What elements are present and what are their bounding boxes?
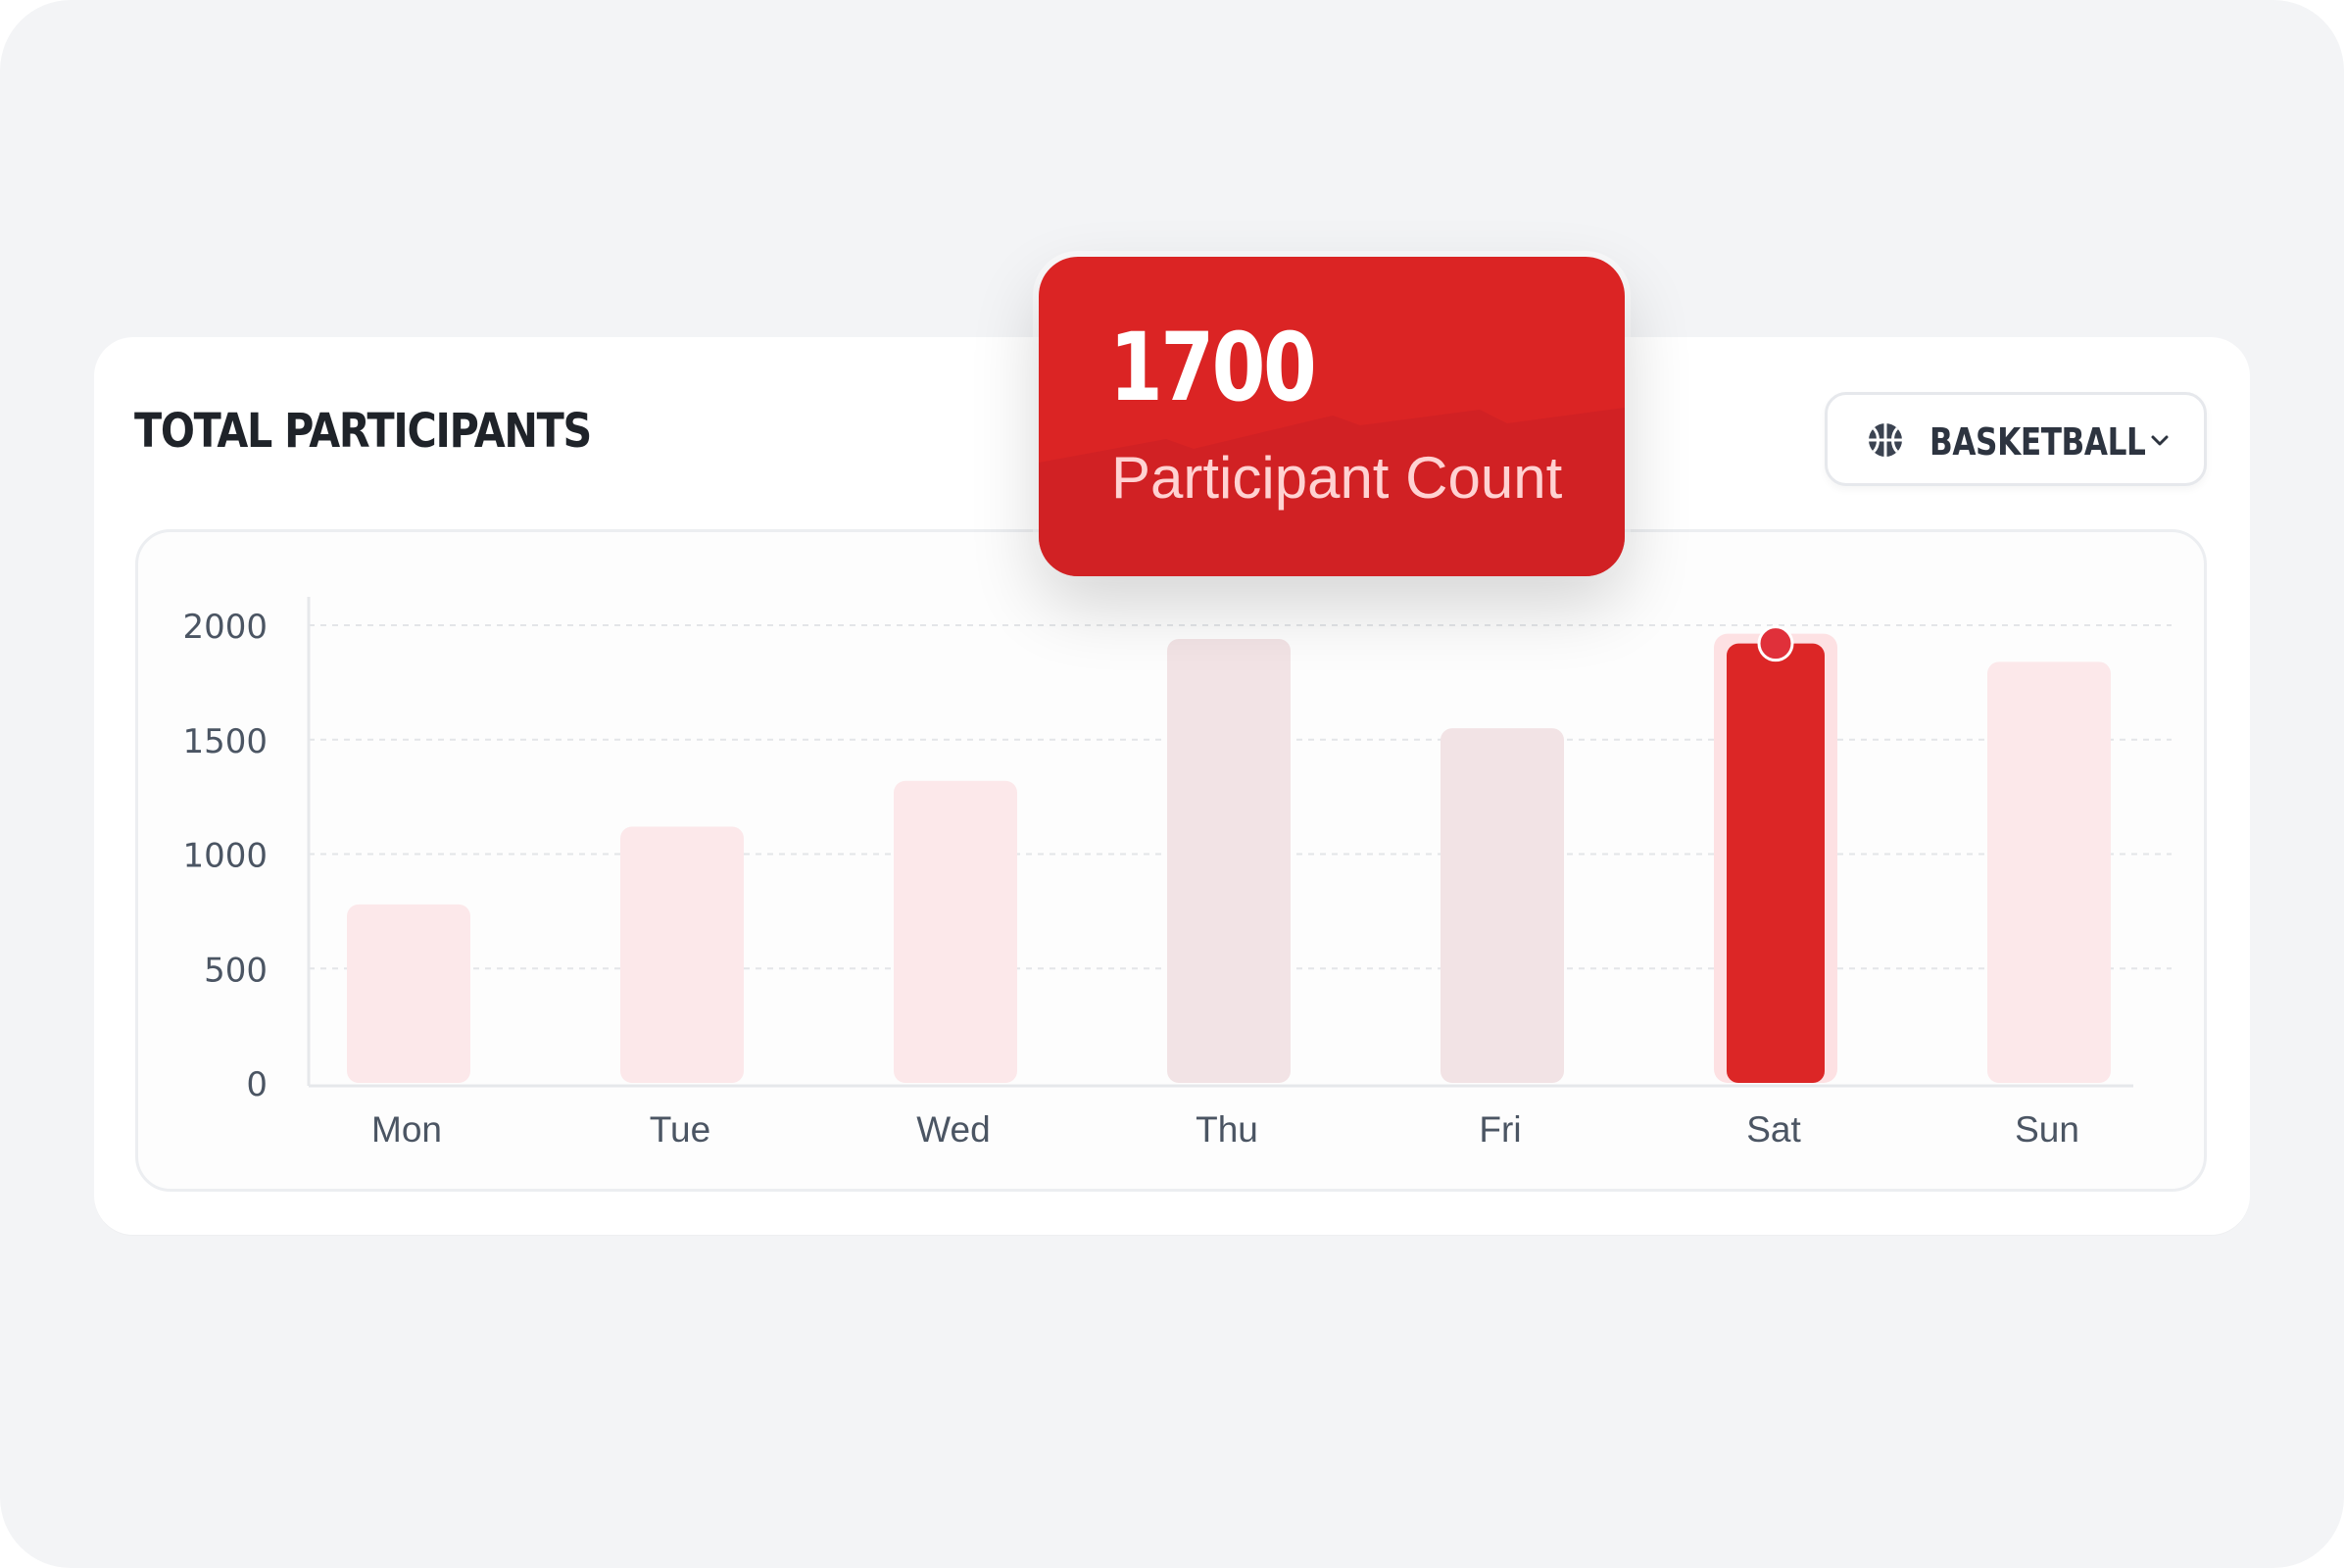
bar-sun <box>1987 662 2111 1083</box>
tooltip-value: 1700 <box>1109 313 1317 422</box>
axes <box>307 597 2133 1088</box>
y-tick-label: 1000 <box>182 837 268 876</box>
y-tick-labels: 0 500 1000 1500 2000 <box>182 608 268 1104</box>
bar-mon <box>347 904 470 1083</box>
bar-tue <box>620 826 744 1083</box>
x-tick-label: Thu <box>1196 1109 1258 1150</box>
sport-dropdown[interactable]: BASKETBALL <box>1825 392 2207 486</box>
x-tick-label: Wed <box>916 1109 990 1150</box>
chevron-down-icon[interactable] <box>2147 428 2173 454</box>
x-tick-label: Fri <box>1479 1109 1521 1150</box>
y-tick-label: 2000 <box>182 608 268 647</box>
bar-marker <box>1757 625 1794 662</box>
x-tick-label: Sat <box>1746 1109 1801 1150</box>
x-tick-label: Tue <box>650 1109 710 1150</box>
y-tick-label: 500 <box>204 951 268 990</box>
x-tick-label: Mon <box>371 1109 442 1150</box>
bar-fri <box>1441 728 1564 1083</box>
tooltip-label: Participant Count <box>1111 445 1563 511</box>
chart-panel: 0 500 1000 1500 2000 Mon Tue Wed Thu Fri Sat Sun <box>135 529 2207 1192</box>
y-tick-label: 1500 <box>182 722 268 761</box>
bar-thu <box>1167 639 1291 1083</box>
tooltip-wave-decoration <box>1039 408 1625 576</box>
bar-sat <box>1727 643 1825 1083</box>
bar-chart: 0 500 1000 1500 2000 Mon Tue Wed Thu Fri Sat Sun <box>182 597 2172 1150</box>
bars <box>347 625 2111 1083</box>
x-tick-labels: Mon Tue Wed Thu Fri Sat Sun <box>371 1109 2079 1150</box>
x-tick-label: Sun <box>2015 1109 2079 1150</box>
card-title: TOTAL PARTICIPANTS <box>134 404 592 459</box>
sport-dropdown-value: BASKETBALL <box>1929 420 2146 464</box>
value-tooltip: 1700 Participant Count <box>1039 257 1625 576</box>
bar-wed <box>894 780 1017 1083</box>
basketball-icon <box>1869 423 1902 457</box>
y-tick-label: 0 <box>246 1065 268 1104</box>
